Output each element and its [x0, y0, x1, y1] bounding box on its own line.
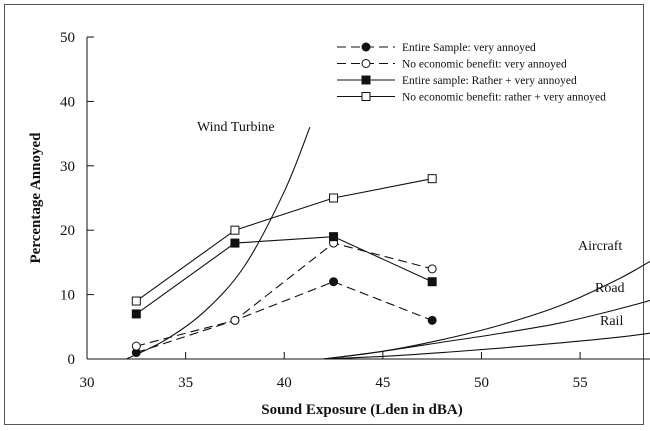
legend-entry: No economic benefit: very annoyed [402, 59, 567, 71]
axes: 0 10 20 30 40 50 30 35 40 45 50 55 [60, 30, 650, 391]
data-point [427, 264, 437, 274]
y-tick-label: 10 [60, 288, 75, 304]
legend-entry: Entire sample: Rather + very annoyed [402, 75, 577, 87]
x-tick-label: 30 [80, 375, 95, 391]
data-point [230, 315, 240, 325]
y-tick-label: 0 [68, 352, 76, 368]
data-point [230, 225, 240, 235]
legend-marker [361, 75, 371, 85]
chart-frame [4, 4, 644, 425]
series-line-2 [136, 242, 433, 347]
curve-label-rail: Rail [600, 314, 623, 329]
data-point [427, 315, 437, 325]
reference-curve-aircraft [323, 260, 650, 360]
data-point [131, 309, 141, 319]
x-tick-label: 50 [474, 375, 489, 391]
curve-label-wind-turbine: Wind Turbine [197, 120, 275, 135]
series-line-3 [135, 236, 433, 315]
data-point [427, 277, 437, 287]
x-tick-label: 40 [277, 375, 292, 391]
y-axis-title: Percentage Annoyed [28, 132, 44, 264]
y-tick-label: 30 [60, 159, 75, 175]
y-tick-label: 50 [60, 30, 75, 46]
curve-label-road: Road [595, 281, 625, 296]
data-point [329, 193, 339, 203]
legend-marker [361, 92, 371, 101]
x-axis-title: Sound Exposure (Lden in dBA) [261, 402, 462, 418]
data-point [230, 238, 240, 248]
reference-curve-rail [323, 332, 650, 360]
data-point [329, 232, 339, 242]
legend-marker [361, 59, 371, 68]
series-line-4 [135, 178, 433, 302]
data-point [427, 174, 437, 184]
data-point [329, 277, 339, 287]
x-tick-label: 55 [573, 375, 588, 391]
data-point [131, 296, 141, 306]
legend-entry: No economic benefit: rather + very annoy… [402, 92, 606, 104]
reference-curve-wind-turbine [126, 126, 311, 360]
legend-marker [361, 42, 371, 52]
y-tick-label: 40 [60, 94, 75, 110]
x-tick-label: 35 [178, 375, 193, 391]
series-line-1 [136, 281, 433, 354]
legend: Entire Sample: very annoyed No economic b… [337, 42, 606, 104]
reference-curves: Wind Turbine Aircraft Road Rail [126, 120, 650, 360]
curve-label-aircraft: Aircraft [578, 239, 622, 254]
reference-curve-road [323, 299, 650, 360]
x-tick-label: 45 [375, 375, 390, 391]
series-lines [135, 178, 433, 354]
legend-entry: Entire Sample: very annoyed [402, 42, 536, 54]
series-markers [131, 174, 437, 358]
y-tick-label: 20 [60, 223, 75, 239]
data-point [131, 341, 141, 351]
